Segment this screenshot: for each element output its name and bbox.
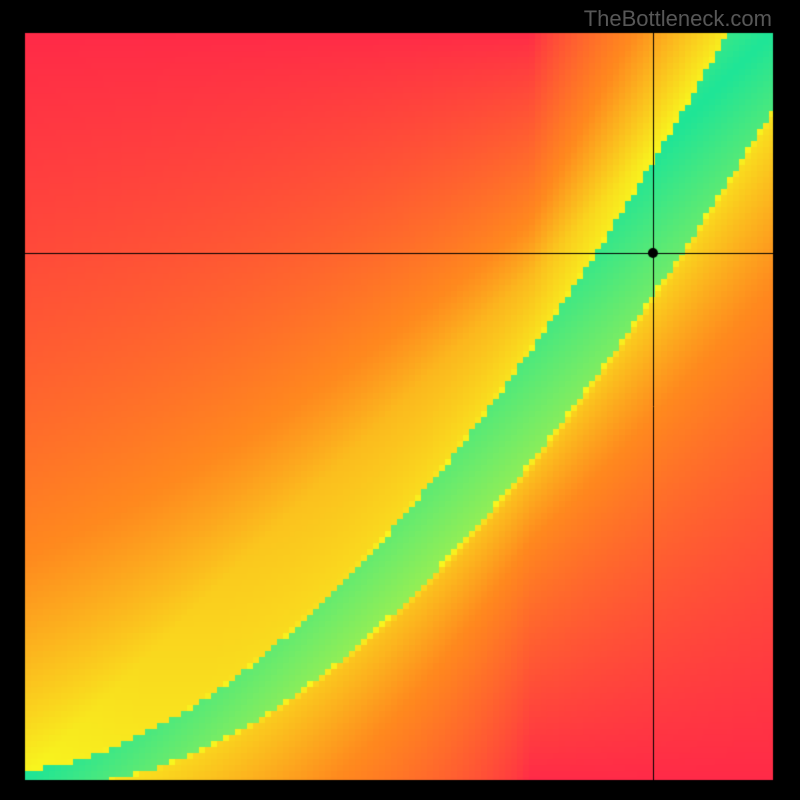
heatmap-canvas	[0, 0, 800, 800]
chart-container: TheBottleneck.com	[0, 0, 800, 800]
watermark-text: TheBottleneck.com	[584, 6, 772, 32]
